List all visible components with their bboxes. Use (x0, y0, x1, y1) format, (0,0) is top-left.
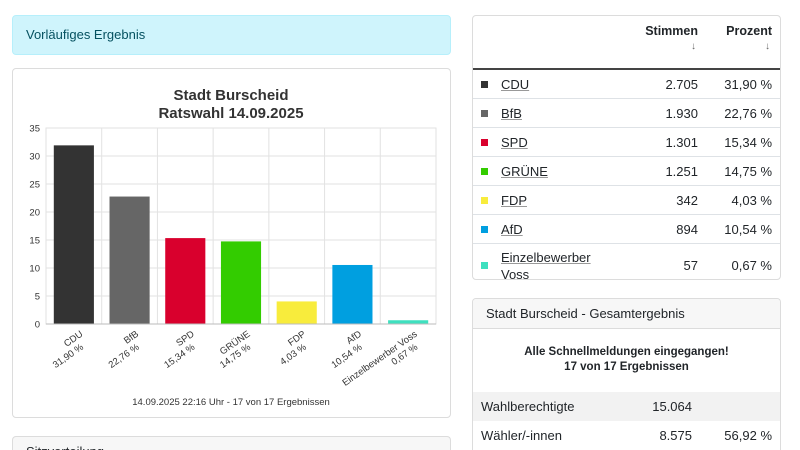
result-row: FDP 342 4,03 % (473, 185, 780, 215)
summary-cell: 8.575 (659, 428, 692, 443)
bar (109, 196, 150, 324)
bar (276, 301, 317, 324)
y-tick-label: 0 (35, 320, 40, 331)
party-cell: AfD (473, 214, 641, 244)
result-row: Einzelbewerber Voss 57 0,67 % (473, 244, 780, 280)
y-tick-label: 35 (29, 124, 40, 135)
percent-cell: 31,90 % (706, 69, 780, 99)
bar (388, 320, 429, 324)
party-color (481, 138, 488, 146)
summary-cell: 15.064 (652, 399, 692, 414)
bar (165, 238, 206, 324)
party-link[interactable]: FDP (501, 192, 527, 208)
party-color (481, 167, 488, 175)
seat-card-title: Sitzverteilung (13, 437, 450, 450)
results-table: Stimmen ↓ Prozent ↓ CDU 2.705 31,90 % BfB 1.93… (473, 16, 780, 280)
percent-cell: 14,75 % (706, 156, 780, 186)
votes-cell: 894 (641, 214, 706, 244)
summary-cell: Wähler/-innen (481, 428, 562, 443)
votes-cell: 342 (641, 185, 706, 215)
chart-card: Stadt Burscheid Ratswahl 14.09.2025 14.0… (12, 68, 451, 418)
chart: Stadt Burscheid Ratswahl 14.09.2025 14.0… (29, 87, 437, 408)
bar (220, 241, 262, 324)
result-row: BfB 1.930 22,76 % (473, 98, 780, 128)
summary-notice: Alle Schnellmeldungen eingegangen! 17 vo… (473, 329, 780, 392)
votes-cell: 1.930 (641, 98, 706, 128)
column-header[interactable]: Stimmen ↓ (641, 16, 706, 70)
result-row: SPD 1.301 15,34 % (473, 127, 780, 157)
party-link[interactable]: CDU (501, 76, 530, 92)
chart-footer: 14.09.2025 22:16 Uhr - 17 von 17 Ergebni… (132, 397, 330, 408)
votes-cell: 1.301 (641, 127, 706, 157)
notice-line: 17 von 17 Ergebnissen (564, 361, 689, 373)
result-row: GRÜNE 1.251 14,75 % (473, 156, 780, 186)
results-card: Stimmen ↓ Prozent ↓ CDU 2.705 31,90 % BfB 1.93… (472, 15, 781, 280)
party-color (481, 80, 488, 88)
percent-cell: 15,34 % (706, 127, 780, 157)
header-text: Stimmen (645, 24, 698, 38)
header-text: Prozent (726, 24, 772, 38)
party-link[interactable]: AfD (501, 221, 523, 237)
y-tick-label: 20 (29, 208, 40, 219)
party-link[interactable]: SPD (501, 134, 528, 150)
party-color (481, 262, 488, 269)
chart-title: Stadt Burscheid (173, 87, 288, 104)
status-banner: Vorläufiges Ergebnis (12, 15, 451, 55)
party-cell: SPD (473, 127, 641, 157)
value-label: 22,76 % (107, 341, 142, 370)
party-color (481, 196, 488, 204)
column-header[interactable]: Prozent ↓ (706, 16, 780, 70)
y-tick-label: 25 (29, 180, 40, 191)
percent-cell: 22,76 % (706, 98, 780, 128)
party-cell: BfB (473, 98, 641, 128)
y-tick-label: 5 (35, 292, 40, 303)
seat-card: Sitzverteilung (12, 436, 451, 450)
summary-row: Wähler/-innen 8.575 56,92 % (473, 421, 780, 450)
y-tick-label: 10 (29, 264, 40, 275)
result-row: CDU 2.705 31,90 % (473, 69, 780, 99)
summary-cell: Wahlberechtigte (481, 399, 575, 414)
summary-title: Stadt Burscheid - Gesamtergebnis (473, 299, 780, 329)
summary-cell: 56,92 % (724, 428, 772, 443)
party-cell: FDP (473, 185, 641, 215)
y-tick-label: 15 (29, 236, 40, 247)
party-color (481, 225, 488, 233)
party-cell: Einzelbewerber Voss (473, 244, 641, 280)
y-tick-label: 30 (29, 152, 40, 163)
summary-row: Wahlberechtigte 15.064 (473, 392, 780, 421)
party-link[interactable]: GRÜNE (501, 163, 548, 179)
chart-subtitle: Ratswahl 14.09.2025 (158, 105, 303, 122)
percent-cell: 0,67 % (731, 258, 772, 273)
bar (332, 264, 373, 324)
result-row: AfD 894 10,54 % (473, 214, 780, 244)
summary-card: Stadt Burscheid - Gesamtergebnis Alle Sc… (472, 298, 781, 450)
percent-cell: 10,54 % (706, 214, 780, 244)
party-link[interactable]: BfB (501, 105, 522, 121)
party-cell: GRÜNE (473, 156, 641, 186)
bar (53, 145, 94, 324)
votes-cell: 1.251 (641, 156, 706, 186)
percent-cell: 4,03 % (706, 185, 780, 215)
party-link[interactable]: Einzelbewerber Voss (501, 249, 591, 280)
party-cell: CDU (473, 69, 641, 99)
votes-cell: 2.705 (641, 69, 706, 99)
party-color (481, 109, 488, 117)
notice-line: Alle Schnellmeldungen eingegangen! (524, 346, 729, 358)
header-row: Stimmen ↓ Prozent ↓ (473, 16, 780, 70)
votes-cell: 57 (683, 258, 698, 273)
